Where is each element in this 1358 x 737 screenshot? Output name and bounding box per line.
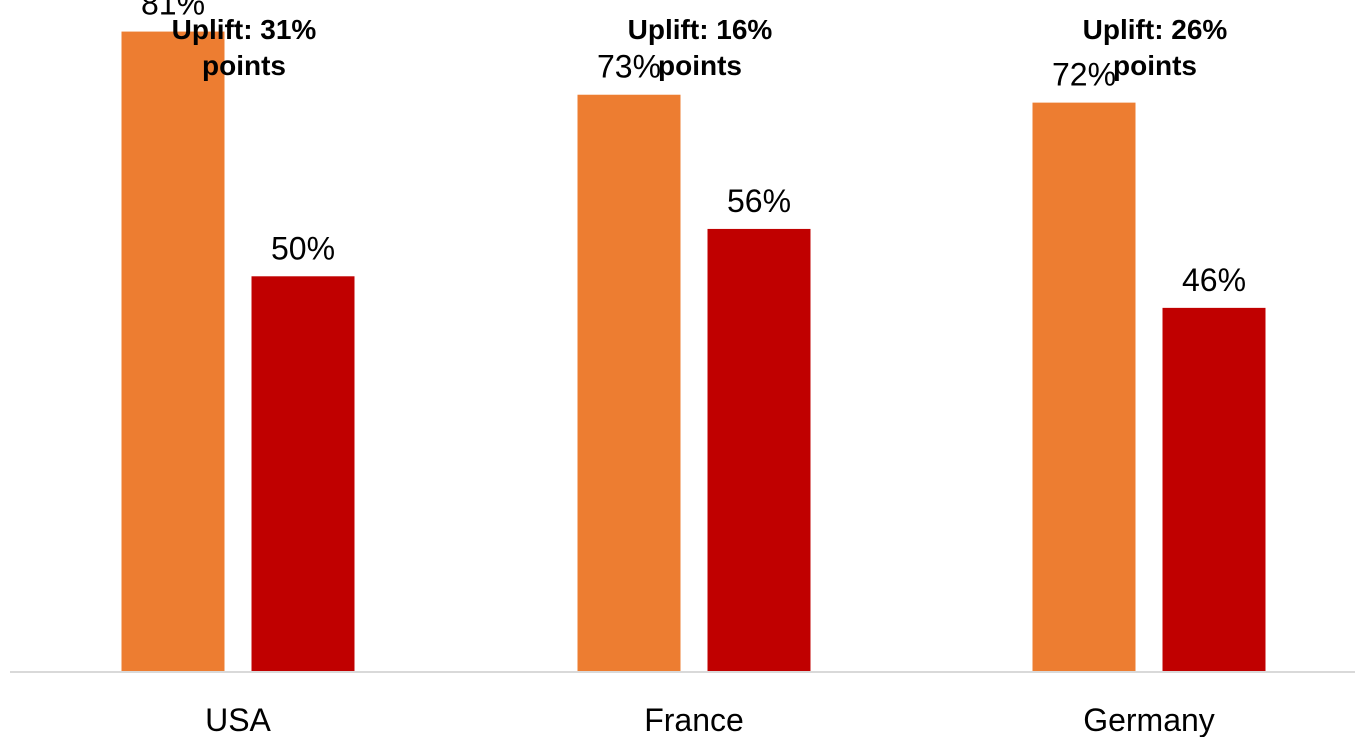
uplift-annotation-usa-line1: Uplift: 31% bbox=[172, 14, 317, 45]
uplift-annotations-layer: Uplift: 31% points Uplift: 16% points Uplift… bbox=[172, 14, 1228, 81]
bar-germany-series-2 bbox=[1162, 307, 1266, 671]
bar-france-series-1 bbox=[577, 94, 681, 671]
category-label-france: France bbox=[644, 702, 744, 737]
data-label-france-series-1: 73% bbox=[597, 49, 661, 85]
bars-layer bbox=[121, 31, 1266, 671]
category-labels-layer: USA France Germany bbox=[205, 702, 1215, 737]
uplift-annotation-france-line2: points bbox=[658, 50, 742, 81]
category-label-germany: Germany bbox=[1083, 702, 1215, 737]
uplift-annotation-germany-line2: points bbox=[1113, 50, 1197, 81]
uplift-annotation-france-line1: Uplift: 16% bbox=[628, 14, 773, 45]
uplift-annotation-germany-line1: Uplift: 26% bbox=[1083, 14, 1228, 45]
uplift-annotation-usa-line2: points bbox=[202, 50, 286, 81]
bar-usa-series-1 bbox=[121, 31, 225, 671]
bar-germany-series-1 bbox=[1032, 102, 1136, 671]
bar-usa-series-2 bbox=[251, 276, 355, 671]
bar-france-series-2 bbox=[707, 228, 811, 671]
data-label-usa-series-2: 50% bbox=[271, 230, 335, 266]
data-label-usa-series-1: 81% bbox=[141, 0, 205, 22]
data-label-germany-series-2: 46% bbox=[1182, 262, 1246, 298]
data-label-germany-series-1: 72% bbox=[1052, 57, 1116, 93]
category-label-usa: USA bbox=[205, 702, 271, 737]
data-label-france-series-2: 56% bbox=[727, 183, 791, 219]
value-labels-layer: 81% 50% 73% 56% 72% 46% bbox=[141, 0, 1246, 298]
